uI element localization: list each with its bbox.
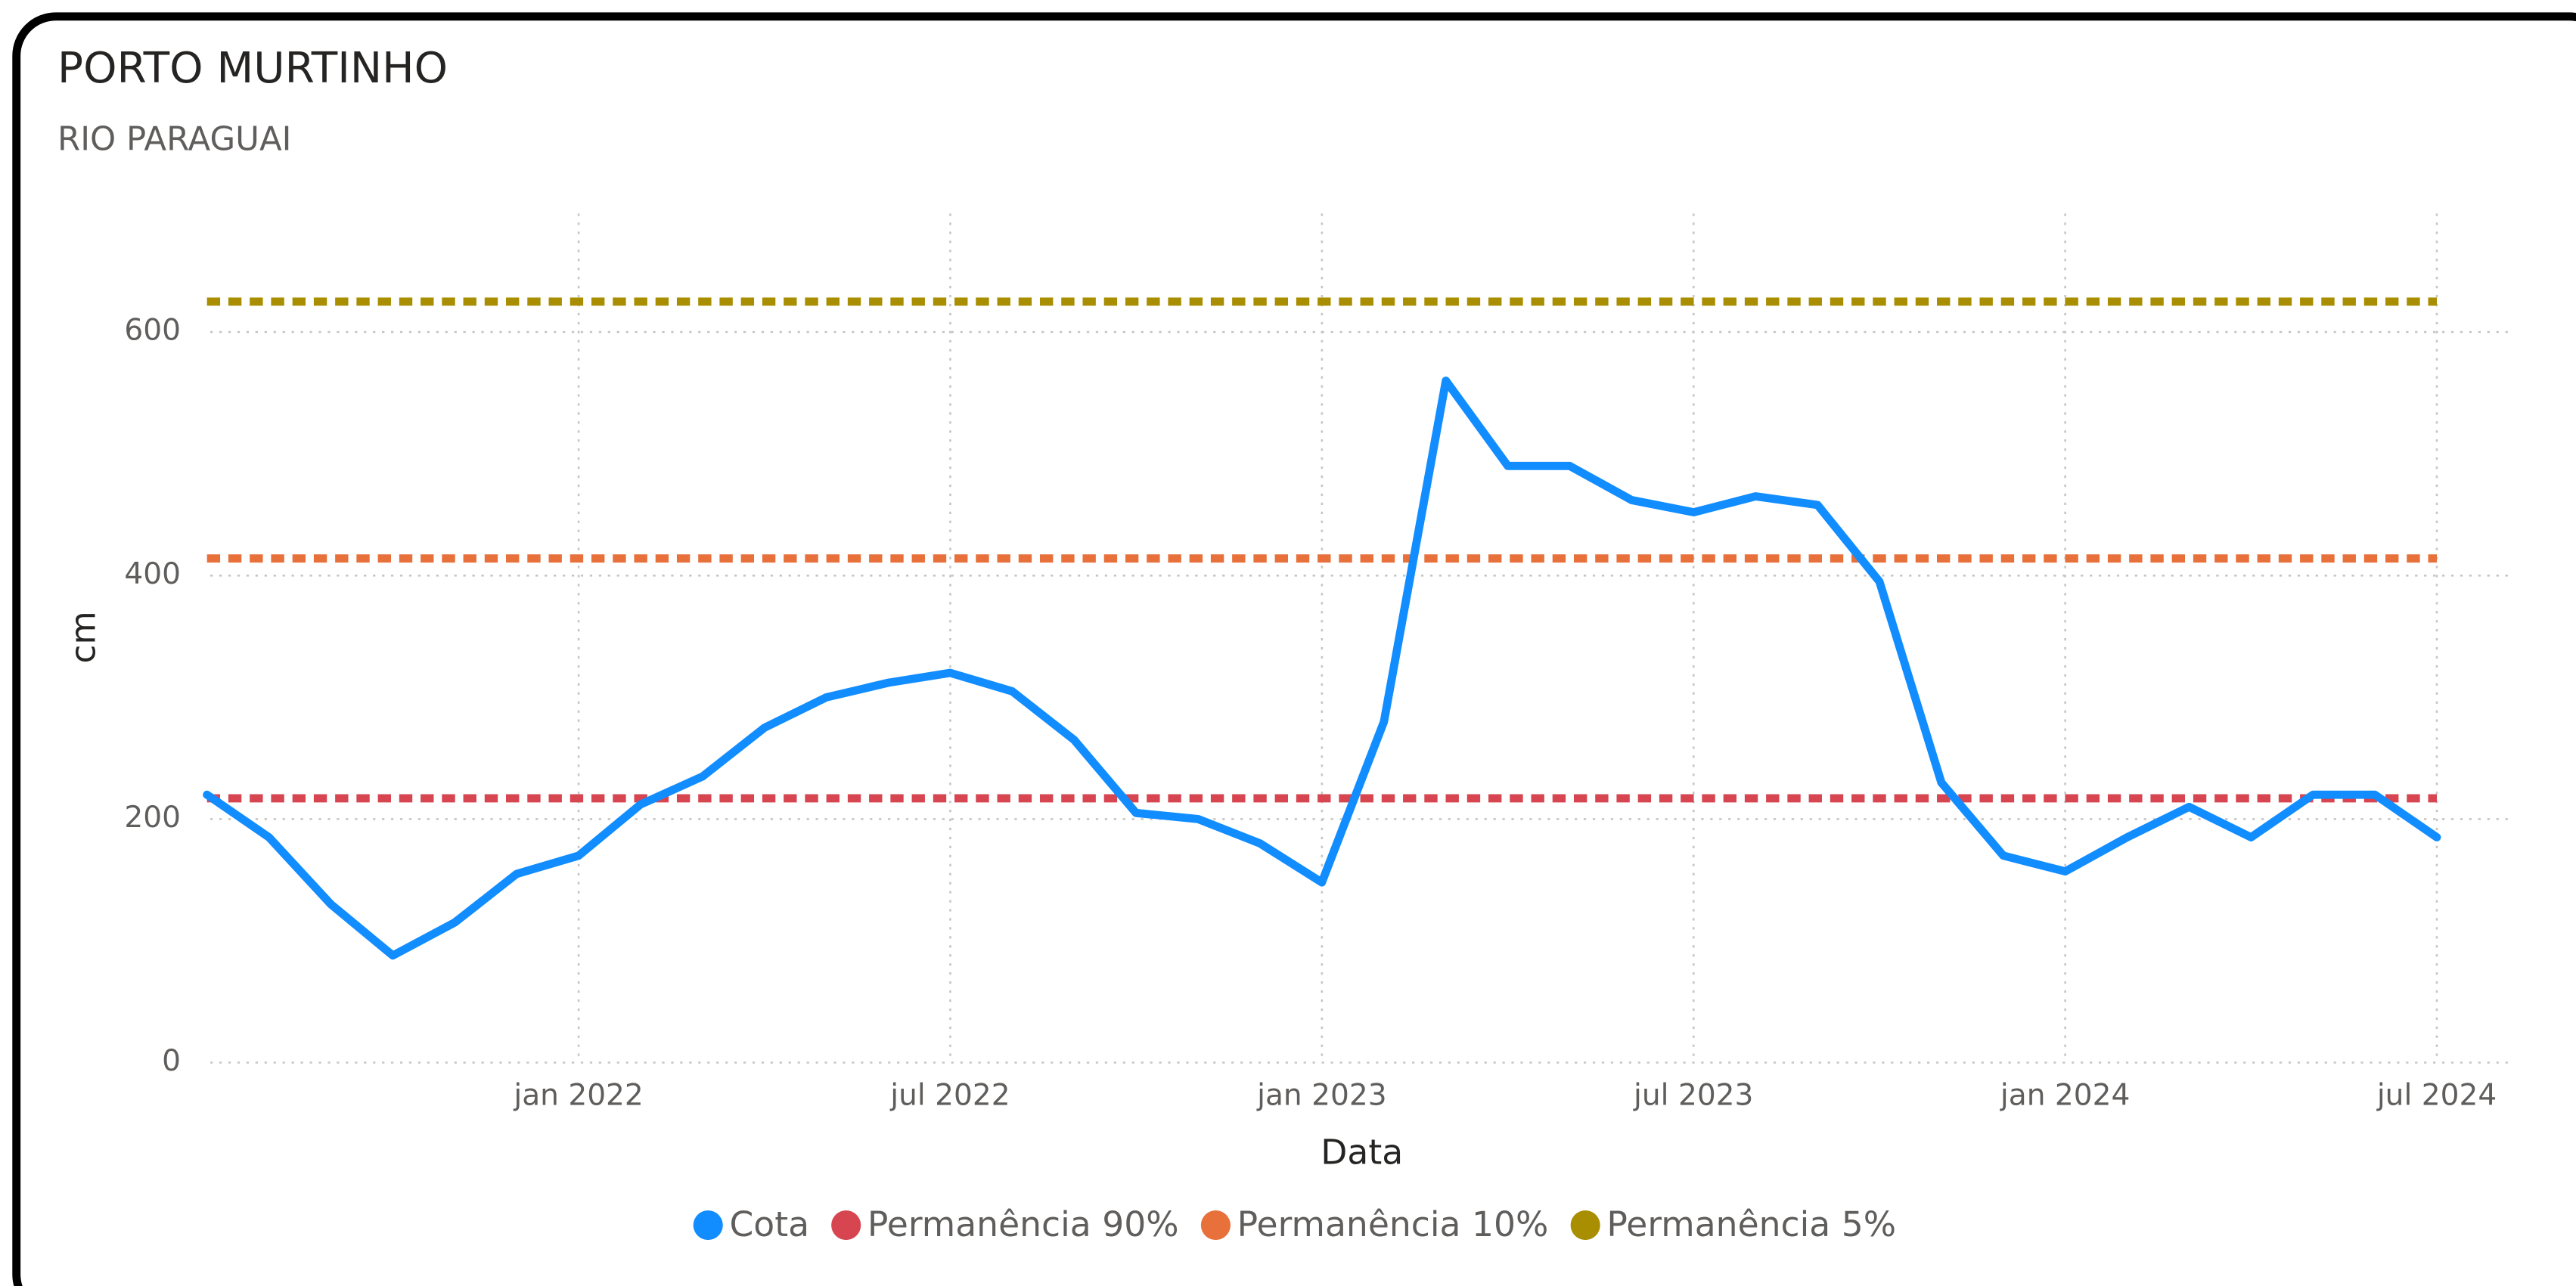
legend-marker [1200, 1210, 1231, 1241]
x-tick-label: jan 2024 [2000, 1079, 2130, 1113]
y-axis-title: cm [63, 611, 103, 664]
y-tick-label: 600 [124, 314, 181, 348]
legend-label: Cota [729, 1204, 809, 1244]
legend-label: Permanência 90% [867, 1204, 1179, 1244]
series-line [203, 377, 2441, 960]
y-tick-label: 0 [162, 1044, 181, 1078]
chart-title: PORTO MURTINHO [57, 44, 448, 93]
x-tick-label: jan 2022 [513, 1079, 643, 1113]
x-axis-title: Data [1321, 1133, 1403, 1173]
y-tick-label: 200 [124, 801, 181, 835]
chart-subtitle: RIO PARAGUAI [57, 120, 291, 158]
legend-marker [693, 1210, 723, 1241]
x-tick-label: jul 2022 [889, 1079, 1010, 1113]
y-tick-label: 400 [124, 557, 181, 591]
legend-marker [831, 1210, 861, 1241]
x-tick-label: jul 2024 [2376, 1079, 2497, 1113]
x-tick-label: jan 2023 [1256, 1079, 1386, 1113]
card-border [12, 12, 2576, 1286]
legend-label: Permanência 10% [1237, 1204, 1549, 1244]
legend-marker [1570, 1210, 1600, 1241]
x-tick-label: jul 2023 [1633, 1079, 1753, 1113]
legend-label: Permanência 5% [1606, 1204, 1896, 1244]
